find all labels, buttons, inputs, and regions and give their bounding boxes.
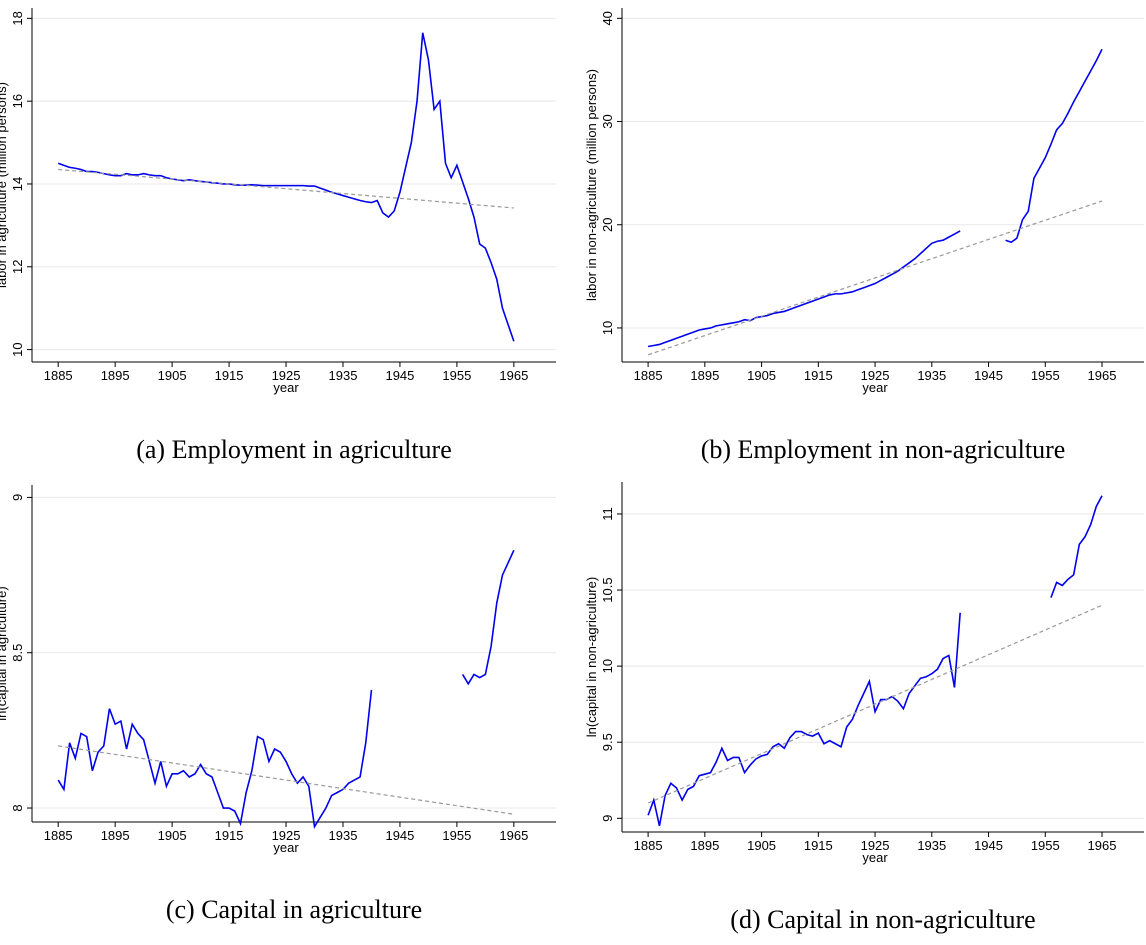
x-tick-label: 1925	[272, 368, 301, 383]
y-tick-label: 40	[600, 11, 615, 25]
trend-line	[58, 745, 514, 815]
x-axis-label: year	[862, 380, 888, 395]
y-axis-label: labor in non-agriculture (million person…	[584, 69, 599, 301]
x-tick-label: 1885	[634, 838, 663, 853]
x-tick-label: 1955	[442, 828, 471, 843]
x-tick-label: 1895	[690, 368, 719, 383]
x-tick-label: 1945	[385, 368, 414, 383]
x-tick-label: 1905	[158, 368, 187, 383]
x-tick-label: 1965	[499, 368, 528, 383]
y-tick-label: 10.5	[600, 577, 615, 602]
x-tick-label: 1945	[385, 828, 414, 843]
y-tick-label: 10	[600, 321, 615, 335]
x-tick-label: 1885	[44, 828, 73, 843]
x-tick-label: 1915	[215, 368, 244, 383]
x-tick-label: 1965	[499, 828, 528, 843]
data-line	[647, 495, 1103, 827]
y-tick-label: 11	[600, 507, 615, 521]
x-tick-label: 1885	[44, 368, 73, 383]
y-tick-label: 8	[10, 804, 25, 811]
x-tick-label: 1925	[272, 828, 301, 843]
caption: (a) Employment in agriculture	[136, 435, 452, 464]
trend-line	[647, 200, 1103, 356]
y-tick-label: 9	[600, 815, 615, 822]
x-tick-label: 1915	[804, 838, 833, 853]
x-tick-label: 1905	[747, 838, 776, 853]
x-axis-label: year	[273, 840, 299, 855]
y-axis-label: ln(capital in non-agriculture)	[584, 577, 599, 737]
x-tick-label: 1895	[101, 368, 130, 383]
x-tick-label: 1885	[634, 368, 663, 383]
x-tick-label: 1895	[690, 838, 719, 853]
x-tick-label: 1935	[329, 828, 358, 843]
caption: (c) Capital in agriculture	[166, 895, 422, 924]
y-axis-label: ln(capital in agriculture)	[0, 586, 9, 720]
x-tick-label: 1965	[1088, 838, 1117, 853]
x-tick-label: 1955	[1031, 368, 1060, 383]
x-tick-label: 1915	[215, 828, 244, 843]
y-tick-label: 10	[10, 342, 25, 356]
data-line	[647, 48, 1103, 348]
data-line	[57, 32, 515, 342]
y-tick-label: 9	[10, 494, 25, 501]
y-tick-label: 8.5	[10, 644, 25, 662]
x-tick-label: 1935	[917, 368, 946, 383]
caption: (b) Employment in non-agriculture	[701, 435, 1066, 464]
trend-line	[58, 168, 514, 209]
x-tick-label: 1945	[974, 838, 1003, 853]
y-tick-label: 18	[10, 11, 25, 25]
y-tick-label: 14	[10, 177, 25, 191]
x-tick-label: 1905	[747, 368, 776, 383]
y-tick-label: 12	[10, 260, 25, 274]
x-tick-label: 1915	[804, 368, 833, 383]
y-tick-label: 20	[600, 218, 615, 232]
caption: (d) Capital in non-agriculture	[730, 905, 1035, 934]
x-tick-label: 1905	[158, 828, 187, 843]
data-line	[57, 549, 515, 829]
trend-line	[647, 604, 1103, 804]
x-tick-label: 1935	[329, 368, 358, 383]
x-axis-label: year	[273, 380, 299, 395]
y-axis-label: labor in agriculture (million persons)	[0, 82, 9, 288]
y-tick-label: 9.5	[600, 733, 615, 751]
x-tick-label: 1895	[101, 828, 130, 843]
x-tick-label: 1965	[1088, 368, 1117, 383]
x-tick-label: 1925	[861, 368, 890, 383]
x-tick-label: 1935	[917, 838, 946, 853]
x-axis-label: year	[862, 850, 888, 865]
x-tick-label: 1925	[861, 838, 890, 853]
x-tick-label: 1945	[974, 368, 1003, 383]
x-tick-label: 1955	[1031, 838, 1060, 853]
y-tick-label: 10	[600, 659, 615, 673]
x-tick-label: 1955	[442, 368, 471, 383]
y-tick-label: 30	[600, 114, 615, 128]
y-tick-label: 16	[10, 94, 25, 108]
